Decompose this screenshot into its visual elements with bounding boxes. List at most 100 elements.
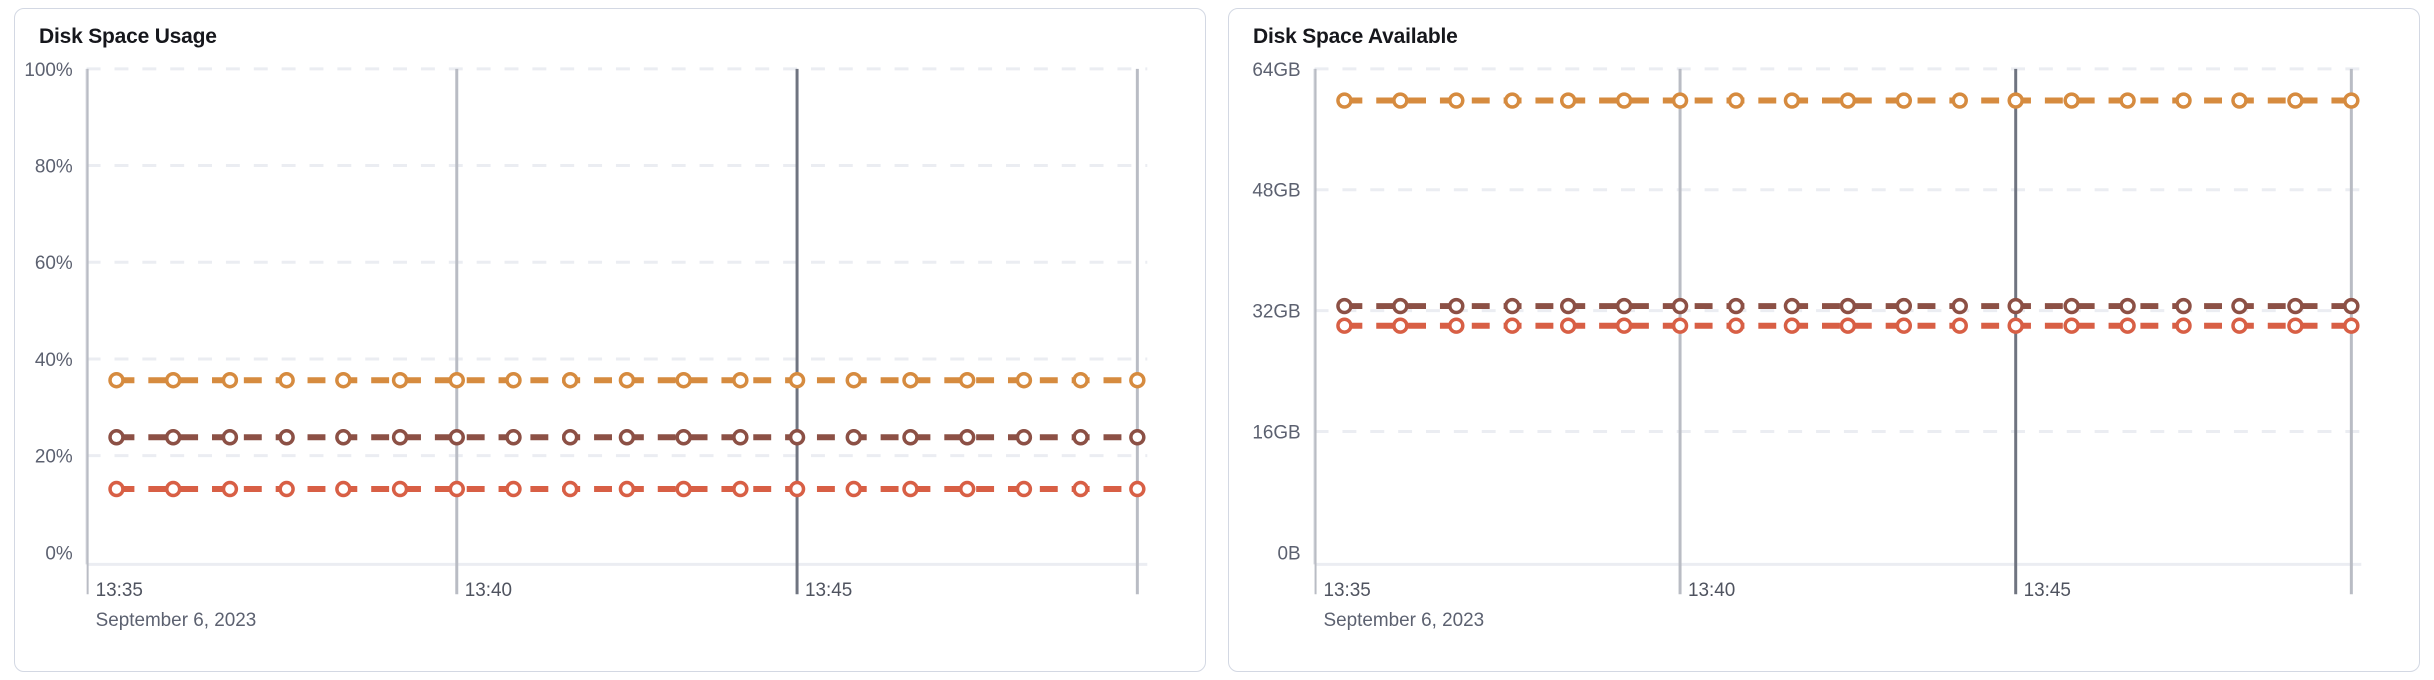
data-point-marker[interactable]: [1504, 92, 1521, 109]
data-point-marker[interactable]: [1951, 317, 1968, 334]
data-point-marker[interactable]: [1072, 371, 1089, 389]
chart-disk-space-usage[interactable]: 0% 20% 40% 60% 80% 100% 13:35 September 6, 2023…: [15, 9, 1205, 671]
data-point-marker[interactable]: [1448, 317, 1465, 334]
data-point-marker[interactable]: [732, 371, 749, 389]
data-point-marker[interactable]: [2119, 297, 2136, 315]
data-point-marker[interactable]: [1671, 297, 1689, 315]
data-point-marker[interactable]: [2175, 297, 2192, 315]
data-point-marker[interactable]: [2175, 317, 2192, 334]
data-point-marker[interactable]: [2287, 297, 2304, 315]
data-point-marker[interactable]: [561, 480, 579, 498]
data-point-marker[interactable]: [2231, 297, 2248, 315]
data-point-marker[interactable]: [1015, 429, 1033, 446]
data-point-marker[interactable]: [1392, 317, 1409, 334]
series-brown[interactable]: [108, 429, 1146, 446]
data-point-marker[interactable]: [1783, 297, 1801, 315]
data-point-marker[interactable]: [1895, 297, 1913, 315]
data-point-marker[interactable]: [618, 371, 636, 389]
data-point-marker[interactable]: [1895, 92, 1913, 109]
data-point-marker[interactable]: [2063, 317, 2080, 334]
data-point-marker[interactable]: [335, 371, 352, 389]
data-point-marker[interactable]: [1727, 92, 1745, 109]
data-point-marker[interactable]: [958, 371, 976, 389]
series-orange[interactable]: [108, 371, 1146, 389]
data-point-marker[interactable]: [2343, 92, 2360, 109]
data-point-marker[interactable]: [221, 480, 239, 498]
data-point-marker[interactable]: [1072, 480, 1089, 498]
series-red[interactable]: [108, 480, 1146, 498]
data-point-marker[interactable]: [2007, 297, 2024, 315]
data-point-marker[interactable]: [958, 480, 976, 498]
chart-disk-space-available[interactable]: 0B 16GB 32GB 48GB 64GB 13:35 September 6, 2023…: [1229, 9, 2419, 671]
data-point-marker[interactable]: [1839, 92, 1857, 109]
data-point-marker[interactable]: [391, 480, 409, 498]
data-point-marker[interactable]: [1671, 92, 1689, 109]
data-point-marker[interactable]: [1895, 317, 1913, 334]
data-point-marker[interactable]: [335, 480, 352, 498]
data-point-marker[interactable]: [2231, 92, 2248, 109]
data-point-marker[interactable]: [2119, 92, 2136, 109]
data-point-marker[interactable]: [391, 371, 409, 389]
data-point-marker[interactable]: [221, 429, 239, 446]
data-point-marker[interactable]: [2343, 297, 2360, 315]
series-red[interactable]: [1336, 317, 2360, 334]
data-point-marker[interactable]: [335, 429, 352, 446]
data-point-marker[interactable]: [1839, 317, 1857, 334]
data-point-marker[interactable]: [108, 480, 125, 498]
data-point-marker[interactable]: [902, 371, 919, 389]
data-point-marker[interactable]: [1671, 317, 1689, 334]
data-point-marker[interactable]: [675, 371, 692, 389]
data-point-marker[interactable]: [788, 429, 806, 446]
data-point-marker[interactable]: [505, 429, 522, 446]
data-point-marker[interactable]: [902, 429, 919, 446]
data-point-marker[interactable]: [675, 429, 692, 446]
series-brown[interactable]: [1336, 297, 2360, 315]
data-point-marker[interactable]: [1559, 297, 1577, 315]
data-point-marker[interactable]: [561, 429, 579, 446]
data-point-marker[interactable]: [1559, 317, 1577, 334]
data-point-marker[interactable]: [788, 480, 806, 498]
data-point-marker[interactable]: [505, 480, 522, 498]
data-point-marker[interactable]: [902, 480, 919, 498]
data-point-marker[interactable]: [732, 429, 749, 446]
data-point-marker[interactable]: [1392, 297, 1409, 315]
data-point-marker[interactable]: [108, 371, 125, 389]
data-point-marker[interactable]: [1448, 297, 1465, 315]
data-point-marker[interactable]: [2007, 92, 2024, 109]
data-point-marker[interactable]: [164, 371, 182, 389]
data-point-marker[interactable]: [1072, 429, 1089, 446]
data-point-marker[interactable]: [1839, 297, 1857, 315]
data-point-marker[interactable]: [448, 429, 465, 446]
data-point-marker[interactable]: [1129, 480, 1146, 498]
data-point-marker[interactable]: [448, 480, 465, 498]
data-point-marker[interactable]: [1951, 92, 1968, 109]
data-point-marker[interactable]: [278, 429, 295, 446]
data-point-marker[interactable]: [2231, 317, 2248, 334]
data-point-marker[interactable]: [845, 371, 862, 389]
data-point-marker[interactable]: [448, 371, 465, 389]
data-point-marker[interactable]: [2175, 92, 2192, 109]
data-point-marker[interactable]: [2063, 92, 2080, 109]
data-point-marker[interactable]: [1504, 297, 1521, 315]
data-point-marker[interactable]: [1615, 92, 1633, 109]
data-point-marker[interactable]: [1336, 297, 1353, 315]
data-point-marker[interactable]: [732, 480, 749, 498]
data-point-marker[interactable]: [1615, 297, 1633, 315]
data-point-marker[interactable]: [278, 371, 295, 389]
data-point-marker[interactable]: [2007, 317, 2024, 334]
data-point-marker[interactable]: [2063, 297, 2080, 315]
data-point-marker[interactable]: [845, 480, 862, 498]
data-point-marker[interactable]: [675, 480, 692, 498]
data-point-marker[interactable]: [2343, 317, 2360, 334]
data-point-marker[interactable]: [1392, 92, 1409, 109]
data-point-marker[interactable]: [1615, 317, 1633, 334]
chart-svg-available[interactable]: 0B 16GB 32GB 48GB 64GB 13:35 September 6, 2023…: [1229, 9, 2419, 671]
data-point-marker[interactable]: [221, 371, 239, 389]
data-point-marker[interactable]: [1783, 92, 1801, 109]
data-point-marker[interactable]: [108, 429, 125, 446]
data-point-marker[interactable]: [561, 371, 579, 389]
data-point-marker[interactable]: [1448, 92, 1465, 109]
data-point-marker[interactable]: [1129, 371, 1146, 389]
data-point-marker[interactable]: [391, 429, 409, 446]
data-point-marker[interactable]: [2287, 317, 2304, 334]
